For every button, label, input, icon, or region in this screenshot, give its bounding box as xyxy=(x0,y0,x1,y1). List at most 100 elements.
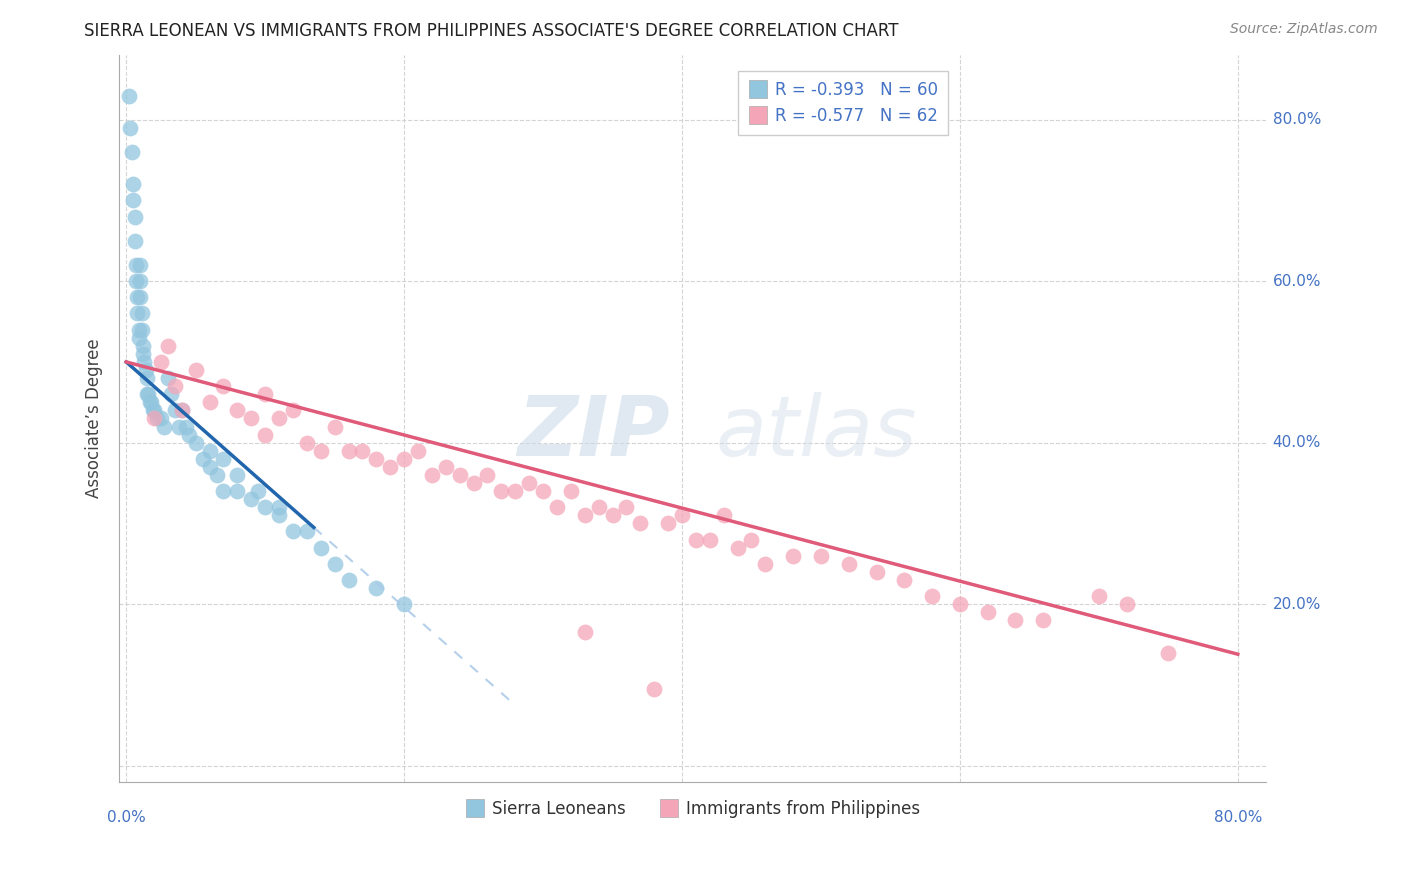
Point xyxy=(141,395,163,409)
Point xyxy=(124,234,146,248)
Point xyxy=(392,597,415,611)
Point xyxy=(129,274,152,288)
Point xyxy=(713,508,735,523)
Text: 80.0%: 80.0% xyxy=(1272,112,1320,128)
Point xyxy=(163,403,186,417)
Point xyxy=(156,339,179,353)
Point xyxy=(129,290,152,304)
Point xyxy=(1157,646,1180,660)
Point xyxy=(434,459,457,474)
Point xyxy=(118,88,141,103)
Point xyxy=(546,500,568,515)
Point xyxy=(574,625,596,640)
Point xyxy=(198,459,221,474)
Point xyxy=(226,403,249,417)
Text: 60.0%: 60.0% xyxy=(1272,274,1322,289)
Point xyxy=(463,476,485,491)
Point xyxy=(531,484,554,499)
Y-axis label: Associate’s Degree: Associate’s Degree xyxy=(86,339,103,499)
Point xyxy=(121,145,143,159)
Point xyxy=(699,533,721,547)
Point xyxy=(122,194,145,208)
Point xyxy=(139,395,162,409)
Text: 0.0%: 0.0% xyxy=(107,810,146,825)
Point xyxy=(1115,597,1137,611)
Point xyxy=(125,258,148,272)
Point xyxy=(184,435,207,450)
Point xyxy=(810,549,832,563)
Point xyxy=(177,427,200,442)
Point xyxy=(122,178,145,192)
Point xyxy=(643,681,665,696)
Point xyxy=(491,484,513,499)
Point xyxy=(949,597,972,611)
Point xyxy=(921,589,943,603)
Point xyxy=(352,443,374,458)
Point xyxy=(159,387,181,401)
Point xyxy=(254,500,277,515)
Point xyxy=(1088,589,1111,603)
Point xyxy=(212,484,235,499)
Point xyxy=(602,508,624,523)
Point xyxy=(267,508,290,523)
Point xyxy=(685,533,707,547)
Point xyxy=(240,492,263,507)
Point xyxy=(254,387,277,401)
Point xyxy=(149,355,172,369)
Point xyxy=(170,403,193,417)
Point xyxy=(198,395,221,409)
Point xyxy=(120,120,142,135)
Point xyxy=(128,323,150,337)
Point xyxy=(267,500,290,515)
Point xyxy=(976,605,998,619)
Point xyxy=(136,371,159,385)
Point xyxy=(129,258,152,272)
Point xyxy=(893,573,915,587)
Point xyxy=(198,443,221,458)
Text: Source: ZipAtlas.com: Source: ZipAtlas.com xyxy=(1230,22,1378,37)
Point xyxy=(657,516,679,531)
Text: SIERRA LEONEAN VS IMMIGRANTS FROM PHILIPPINES ASSOCIATE'S DEGREE CORRELATION CHA: SIERRA LEONEAN VS IMMIGRANTS FROM PHILIP… xyxy=(84,22,898,40)
Point xyxy=(149,411,172,425)
Point xyxy=(865,565,887,579)
Point xyxy=(323,557,346,571)
Point xyxy=(1004,613,1026,627)
Point xyxy=(295,524,318,539)
Text: 20.0%: 20.0% xyxy=(1272,597,1320,612)
Point xyxy=(142,403,165,417)
Point xyxy=(295,435,318,450)
Point xyxy=(131,306,153,320)
Point xyxy=(131,323,153,337)
Point xyxy=(309,443,332,458)
Point xyxy=(517,476,540,491)
Point xyxy=(128,331,150,345)
Point xyxy=(205,467,228,482)
Point xyxy=(560,484,582,499)
Point xyxy=(420,467,443,482)
Point xyxy=(337,443,360,458)
Point xyxy=(574,508,596,523)
Point xyxy=(366,451,388,466)
Point xyxy=(247,484,270,499)
Point xyxy=(727,541,749,555)
Point xyxy=(449,467,471,482)
Point xyxy=(366,581,388,595)
Point xyxy=(240,411,263,425)
Point xyxy=(281,403,304,417)
Point xyxy=(124,210,146,224)
Point xyxy=(212,451,235,466)
Point xyxy=(135,363,157,377)
Point xyxy=(132,339,155,353)
Point xyxy=(309,541,332,555)
Point xyxy=(226,484,249,499)
Point xyxy=(392,451,415,466)
Point xyxy=(588,500,610,515)
Point xyxy=(406,443,429,458)
Point xyxy=(212,379,235,393)
Point xyxy=(127,290,149,304)
Point xyxy=(138,387,160,401)
Point xyxy=(156,371,179,385)
Point xyxy=(152,419,174,434)
Point xyxy=(1032,613,1054,627)
Point xyxy=(740,533,762,547)
